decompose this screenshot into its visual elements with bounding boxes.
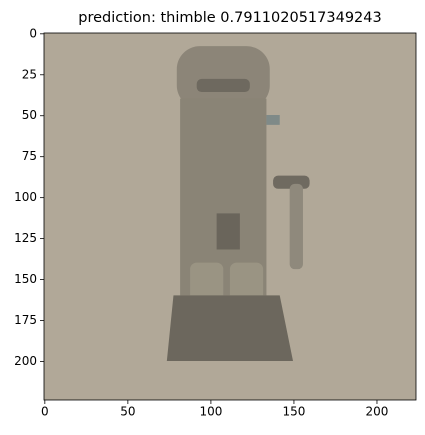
machine-panel bbox=[196, 78, 250, 93]
steam-wand bbox=[289, 183, 303, 270]
axes-frame bbox=[43, 32, 417, 401]
y-tick-label: 75 bbox=[22, 149, 37, 163]
knob bbox=[266, 115, 280, 125]
y-tick-label: 0 bbox=[29, 26, 37, 40]
machine-top bbox=[176, 46, 270, 109]
y-tick-label: 25 bbox=[22, 67, 37, 81]
y-tick-label: 200 bbox=[14, 354, 37, 368]
portafilter bbox=[216, 213, 240, 250]
machine-base bbox=[166, 295, 293, 362]
y-tick-label: 50 bbox=[22, 108, 37, 122]
x-tick-label: 0 bbox=[41, 405, 49, 419]
x-tick-label: 50 bbox=[120, 405, 135, 419]
chart-title: prediction: thimble 0.7911020517349243 bbox=[78, 10, 381, 26]
y-tick-label: 150 bbox=[14, 272, 37, 286]
image bbox=[44, 33, 416, 400]
x-tick-label: 200 bbox=[366, 405, 389, 419]
y-tick-label: 100 bbox=[14, 190, 37, 204]
y-tick-label: 125 bbox=[14, 231, 37, 245]
x-tick-label: 150 bbox=[282, 405, 305, 419]
y-tick-label: 175 bbox=[14, 313, 37, 327]
x-tick-label: 100 bbox=[199, 405, 222, 419]
coffee-machine bbox=[166, 46, 310, 362]
